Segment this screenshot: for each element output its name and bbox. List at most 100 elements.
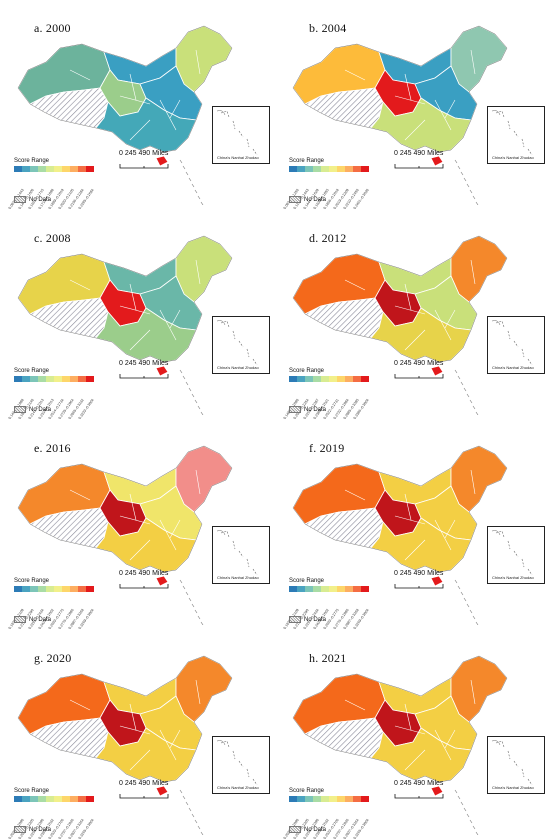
legend-color-bar bbox=[289, 586, 369, 592]
province-border bbox=[444, 309, 456, 329]
province-border bbox=[129, 119, 151, 141]
no-data-label: No Data bbox=[304, 827, 327, 834]
legend-swatch bbox=[289, 376, 297, 382]
sea-boundary-dash bbox=[188, 177, 192, 182]
sea-boundary-dash bbox=[197, 615, 201, 620]
china-map bbox=[292, 25, 508, 205]
sea-boundary-dash bbox=[466, 813, 470, 818]
legend-swatch bbox=[361, 586, 369, 592]
nanhai-inset: China's Nanhai Zhudao bbox=[487, 526, 545, 584]
legend-swatch bbox=[14, 376, 22, 382]
legend-swatch bbox=[321, 376, 329, 382]
scale-label: 0 245 490 Miles bbox=[394, 360, 444, 367]
legend-swatch bbox=[70, 376, 78, 382]
province-border bbox=[129, 493, 137, 521]
scale-label: 0 245 490 Miles bbox=[394, 570, 444, 577]
province-border bbox=[434, 519, 452, 551]
province-border bbox=[129, 73, 137, 101]
china-map bbox=[292, 235, 508, 415]
legend-swatch bbox=[62, 166, 70, 172]
province-border bbox=[394, 515, 426, 525]
legend-swatch bbox=[353, 796, 361, 802]
inset-label: China's Nanhai Zhudao bbox=[217, 365, 259, 370]
legend-swatch bbox=[337, 586, 345, 592]
province-border bbox=[169, 519, 181, 539]
sea-boundary-dash bbox=[475, 411, 479, 415]
china-map bbox=[292, 445, 508, 625]
inset-label: China's Nanhai Zhudao bbox=[217, 785, 259, 790]
legend-swatch bbox=[345, 376, 353, 382]
legend-swatch bbox=[305, 586, 313, 592]
region-hainan bbox=[155, 785, 169, 797]
province-border bbox=[404, 329, 426, 351]
legend-swatch bbox=[30, 796, 38, 802]
sea-boundary-dash bbox=[466, 183, 470, 188]
sea-boundary-dash bbox=[179, 159, 183, 164]
sea-boundary-dash bbox=[472, 405, 476, 410]
region-hainan bbox=[155, 365, 169, 377]
panel-title: h. 2021 bbox=[309, 651, 347, 665]
map-panel: f. 2019 China's Nanhai Zhudao 0 245 490 Mi… bbox=[275, 420, 547, 630]
sea-boundary-dash bbox=[475, 201, 479, 205]
legend-swatch bbox=[313, 376, 321, 382]
sea-boundary-dash bbox=[466, 603, 470, 608]
region-hainan bbox=[430, 155, 444, 167]
legend-swatch bbox=[38, 166, 46, 172]
province-border bbox=[119, 95, 151, 105]
legend-swatch bbox=[345, 166, 353, 172]
legend-title: Score Range bbox=[289, 578, 325, 584]
sea-boundary-dash bbox=[200, 621, 204, 625]
no-data-legend: No Data bbox=[289, 826, 326, 833]
province-border bbox=[195, 679, 201, 705]
legend-swatch bbox=[30, 166, 38, 172]
legend-swatch bbox=[46, 166, 54, 172]
legend-swatch bbox=[353, 586, 361, 592]
legend-swatch bbox=[329, 166, 337, 172]
legend-swatch bbox=[14, 586, 22, 592]
legend-ticks: 0.2027–0.20900.2091–0.22050.2206–0.23900… bbox=[283, 803, 429, 840]
legend-swatch bbox=[46, 796, 54, 802]
province-border bbox=[129, 703, 137, 731]
legend-title: Score Range bbox=[14, 158, 50, 164]
country-outline bbox=[292, 25, 508, 153]
map-panel: d. 2012 China's Nanhai Zhudao 0 245 490 Mi… bbox=[275, 210, 547, 420]
legend-ticks: 0.1970–0.21090.2110–0.22900.2291–0.24340… bbox=[8, 593, 154, 630]
province-border bbox=[169, 309, 181, 329]
region-hainan bbox=[155, 575, 169, 587]
province-border bbox=[169, 729, 181, 749]
legend-swatch bbox=[46, 376, 54, 382]
no-data-legend: No Data bbox=[14, 616, 51, 623]
province-border bbox=[470, 49, 476, 75]
sea-boundary-dash bbox=[194, 819, 198, 824]
sea-boundary-dash bbox=[200, 831, 204, 835]
sea-boundary-dash bbox=[194, 399, 198, 404]
legend-swatch bbox=[78, 166, 86, 172]
sea-boundary-dash bbox=[188, 597, 192, 602]
no-data-label: No Data bbox=[304, 197, 327, 204]
province-border bbox=[129, 283, 137, 311]
legend-swatch bbox=[297, 166, 305, 172]
no-data-legend: No Data bbox=[289, 616, 326, 623]
sea-boundary-dash bbox=[194, 609, 198, 614]
region-hainan bbox=[430, 785, 444, 797]
sea-boundary-dash bbox=[460, 591, 464, 596]
sea-boundary-dash bbox=[469, 189, 473, 194]
sea-boundary-dash bbox=[191, 183, 195, 188]
province-border bbox=[404, 749, 426, 771]
legend-swatch bbox=[22, 586, 30, 592]
sea-boundary-dash bbox=[460, 381, 464, 386]
province-border bbox=[434, 309, 452, 341]
province-border bbox=[159, 309, 177, 341]
province-border bbox=[69, 699, 91, 711]
legend-swatch bbox=[38, 376, 46, 382]
nanhai-inset: China's Nanhai Zhudao bbox=[487, 106, 545, 164]
sea-boundary-dash bbox=[460, 171, 464, 176]
sea-boundary-dash bbox=[185, 591, 189, 596]
map-panel: b. 2004 China's Nanhai Zhudao 0 245 490 Mi… bbox=[275, 0, 547, 210]
sea-boundary-dash bbox=[454, 579, 458, 584]
province-border bbox=[434, 729, 452, 761]
sea-boundary-dash bbox=[197, 195, 201, 200]
country-outline bbox=[292, 235, 508, 363]
province-border bbox=[344, 279, 366, 291]
scale-bar bbox=[119, 584, 169, 589]
